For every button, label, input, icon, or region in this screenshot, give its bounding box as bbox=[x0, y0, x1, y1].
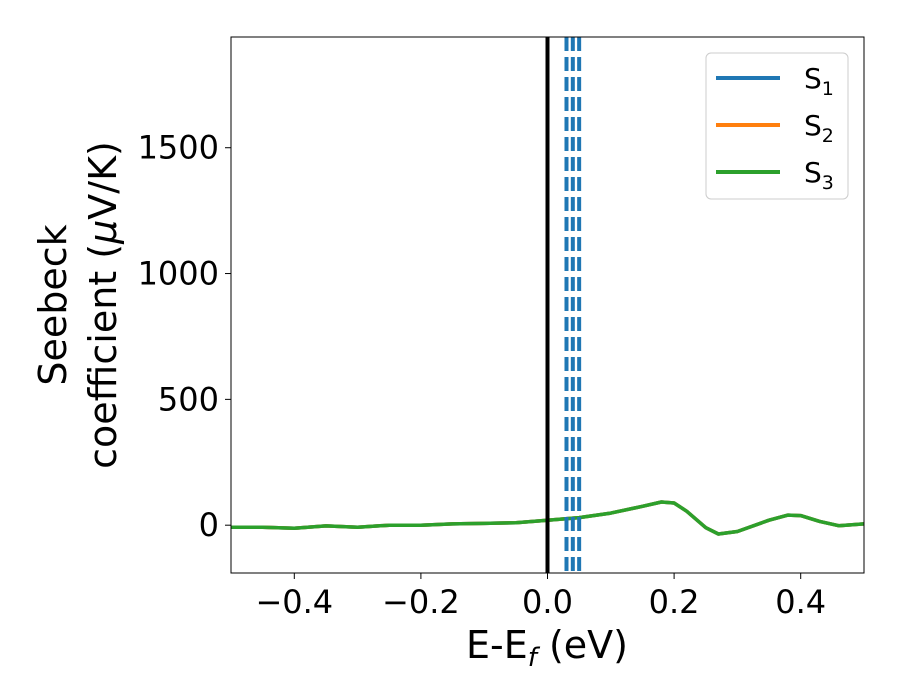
x-tick-label: 0.0 bbox=[522, 583, 573, 621]
x-tick-label: −0.2 bbox=[382, 583, 460, 621]
x-axis: −0.4 −0.2 0.0 0.2 0.4 bbox=[255, 573, 826, 621]
x-tick-label: −0.4 bbox=[255, 583, 333, 621]
y-tick-label: 500 bbox=[158, 380, 219, 418]
y-axis-title-line2: coefficient (μV/K) bbox=[81, 141, 125, 469]
series-line-3 bbox=[231, 500, 864, 536]
legend-label-3: S3 bbox=[804, 156, 834, 194]
y-tick-label: 0 bbox=[199, 506, 219, 544]
x-tick-label: 0.2 bbox=[649, 583, 700, 621]
legend-label-2: S2 bbox=[804, 109, 834, 147]
x-axis-title: E-Ef (eV) bbox=[466, 623, 628, 673]
y-tick-label: 1500 bbox=[138, 129, 219, 167]
y-axis-title-line1: Seebeck bbox=[31, 224, 75, 385]
y-axis-title: Seebeck coefficient (μV/K) bbox=[31, 141, 125, 469]
y-tick-label: 1000 bbox=[138, 255, 219, 293]
legend: S1 S2 S3 bbox=[705, 52, 849, 200]
series-layer bbox=[231, 500, 864, 536]
legend-label-1: S1 bbox=[804, 62, 834, 100]
vertical-lines-layer bbox=[545, 37, 582, 573]
x-tick-label: 0.4 bbox=[775, 583, 826, 621]
y-axis: 0 500 1000 1500 bbox=[138, 129, 231, 544]
